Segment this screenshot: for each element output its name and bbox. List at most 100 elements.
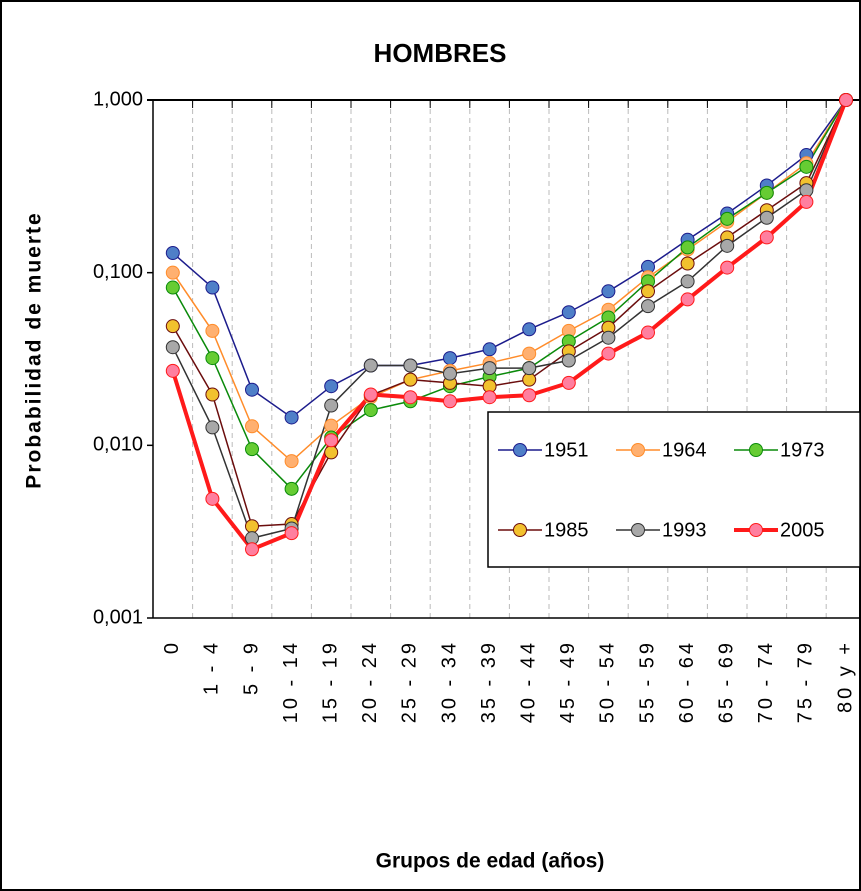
x-tick-label: 70 - 74 xyxy=(755,640,777,723)
x-tick-label: 80 y + xyxy=(834,640,856,713)
chart-title: HOMBRES xyxy=(374,38,507,68)
data-point xyxy=(403,390,418,405)
x-tick-label: 35 - 39 xyxy=(478,640,500,723)
data-point xyxy=(324,418,339,433)
data-point xyxy=(482,342,497,357)
data-point xyxy=(324,445,339,460)
x-tick-label: 60 - 64 xyxy=(676,640,698,723)
data-point xyxy=(324,379,339,394)
y-tick-label: 0,100 xyxy=(93,261,143,283)
data-point xyxy=(165,340,180,355)
data-point xyxy=(680,240,695,255)
x-tick-label: 45 - 49 xyxy=(557,640,579,723)
legend-label: 2005 xyxy=(780,519,825,541)
x-tick-label: 75 - 79 xyxy=(795,640,817,723)
legend-marker xyxy=(631,443,645,457)
data-point xyxy=(561,353,576,368)
data-point xyxy=(482,361,497,376)
legend-marker xyxy=(513,443,527,457)
y-tick-label: 0,001 xyxy=(93,606,143,628)
x-tick-label: 20 - 24 xyxy=(359,640,381,723)
data-point xyxy=(601,346,616,361)
data-point xyxy=(284,526,299,541)
data-point xyxy=(245,442,259,457)
data-point xyxy=(284,454,299,469)
data-point xyxy=(799,183,814,198)
data-point xyxy=(403,372,418,387)
data-point xyxy=(165,280,180,295)
data-point xyxy=(245,542,259,557)
legend-box xyxy=(487,411,861,568)
data-point xyxy=(245,382,259,397)
data-point xyxy=(165,319,180,334)
data-point xyxy=(205,387,220,402)
legend-label: 1985 xyxy=(544,519,589,541)
data-point xyxy=(363,387,378,402)
data-point xyxy=(522,322,537,337)
y-axis-label: Probabilidad de muerte xyxy=(23,211,46,488)
legend-label: 1964 xyxy=(662,439,707,461)
x-tick-label: 30 - 34 xyxy=(438,640,460,723)
data-point xyxy=(641,299,655,314)
series-line xyxy=(170,99,848,552)
data-point xyxy=(522,346,537,361)
data-point xyxy=(641,325,655,340)
data-point xyxy=(245,419,259,434)
data-point xyxy=(839,93,853,107)
data-point xyxy=(680,256,695,271)
x-tick-label: 25 - 29 xyxy=(399,640,421,723)
x-tick-label: 10 - 14 xyxy=(280,640,302,723)
data-point xyxy=(205,491,220,506)
data-point xyxy=(443,394,457,409)
data-point xyxy=(601,330,616,345)
legend-marker xyxy=(513,523,527,537)
data-point xyxy=(165,245,180,260)
x-tick-label: 0 xyxy=(161,640,183,654)
data-point xyxy=(561,375,576,390)
data-point xyxy=(443,366,457,381)
x-tick-label: 50 - 54 xyxy=(597,640,619,723)
data-point xyxy=(759,230,774,245)
data-point xyxy=(759,210,774,225)
data-point xyxy=(601,284,616,299)
data-point xyxy=(363,403,378,418)
legend-label: 1993 xyxy=(662,519,707,541)
data-point xyxy=(680,292,695,307)
data-point xyxy=(324,433,339,448)
x-tick-label: 5 - 9 xyxy=(240,640,262,695)
data-point xyxy=(522,361,537,376)
data-point xyxy=(720,211,735,226)
data-point xyxy=(284,410,299,425)
data-point xyxy=(720,260,735,275)
data-point xyxy=(284,481,299,496)
legend-marker xyxy=(749,523,763,537)
data-point xyxy=(759,185,774,200)
data-point xyxy=(324,398,339,413)
data-point xyxy=(443,351,457,366)
legend-label: 1951 xyxy=(544,439,589,461)
data-point xyxy=(720,238,735,253)
x-axis-label: Grupos de edad (años) xyxy=(376,850,605,873)
x-tick-label: 15 - 19 xyxy=(319,640,341,723)
x-tick-label: 55 - 59 xyxy=(636,640,658,723)
series-line xyxy=(172,99,847,419)
x-tick-label: 65 - 69 xyxy=(715,640,737,723)
data-point xyxy=(522,388,537,403)
x-tick-label: 40 - 44 xyxy=(517,640,539,723)
data-point xyxy=(561,305,576,320)
data-point xyxy=(205,280,220,295)
x-tick-label: 1 - 4 xyxy=(201,640,223,695)
data-point xyxy=(205,351,220,366)
legend-marker xyxy=(631,523,645,537)
data-point xyxy=(522,372,537,387)
data-point xyxy=(799,194,814,209)
data-point xyxy=(165,363,180,378)
data-point xyxy=(165,265,180,280)
data-point xyxy=(799,159,814,174)
data-point xyxy=(205,420,220,435)
legend-marker xyxy=(749,443,763,457)
data-point xyxy=(245,519,259,534)
y-tick-label: 1,000 xyxy=(93,88,143,110)
y-tick-label: 0,010 xyxy=(93,434,143,456)
